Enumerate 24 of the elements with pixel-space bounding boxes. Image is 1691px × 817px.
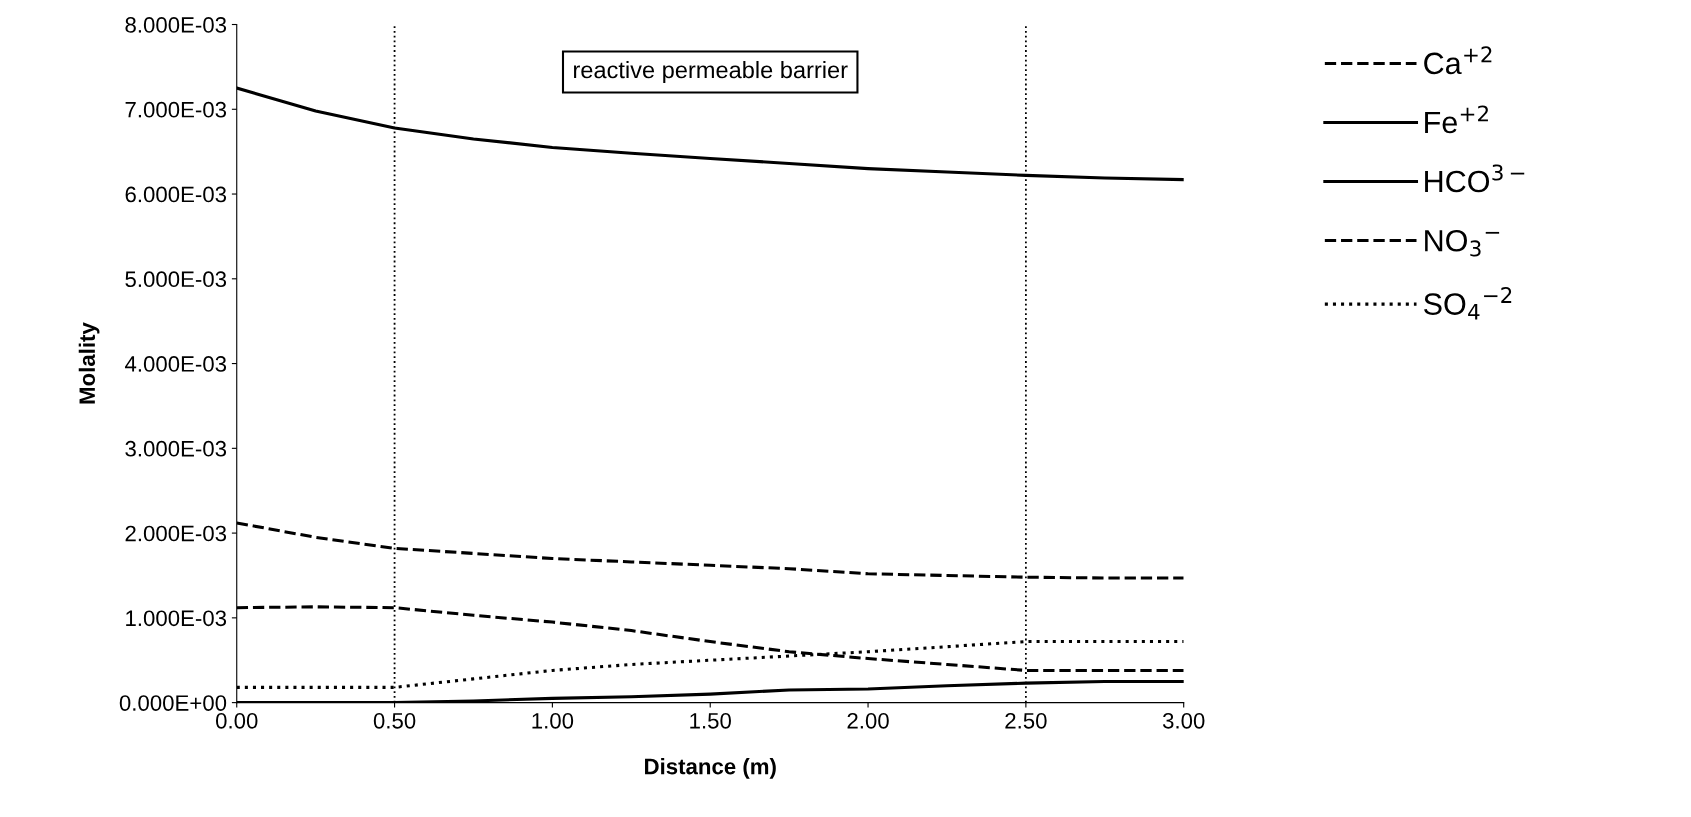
x-tick-label: 1.00 <box>532 712 574 729</box>
legend-label: NO$_{3}$$^{−}$ <box>1425 229 1500 257</box>
legend-label: Fe$^{+2}$ <box>1425 105 1488 134</box>
x-tick-label: 1.50 <box>690 712 731 729</box>
x-tick-label: 2.50 <box>1005 712 1047 729</box>
annotation: reactive permeable barrier <box>574 60 848 83</box>
y-tick-label: 6.000E-03 <box>125 186 227 203</box>
x-tick-label: 2.00 <box>847 712 889 729</box>
x-tick-label: 0.00 <box>215 712 258 729</box>
legend-label: Ca$^{+2}$ <box>1424 46 1492 75</box>
y-axis-title: Molality <box>78 322 100 404</box>
y-tick-label: 5.000E-03 <box>125 271 227 288</box>
y-tick-label: 3.000E-03 <box>125 440 227 457</box>
y-tick-label: 0.000E+00 <box>119 695 227 711</box>
x-tick-label: 0.50 <box>373 712 416 729</box>
y-tick-label: 4.000E-03 <box>124 356 227 372</box>
x-axis-title: Distance (m) <box>645 758 776 779</box>
legend-label: HCO$^{3−}$ <box>1425 164 1525 193</box>
y-tick-label: 7.000E-03 <box>125 101 227 118</box>
y-tick-label: 1.000E-03 <box>126 610 227 627</box>
y-tick-label: 8.000E-03 <box>125 17 227 33</box>
y-tick-label: 2.000E-03 <box>125 525 227 542</box>
x-tick-label: 3.00 <box>1162 712 1205 729</box>
legend-label: SO$_{4}$$^{−2}$ <box>1424 287 1512 320</box>
